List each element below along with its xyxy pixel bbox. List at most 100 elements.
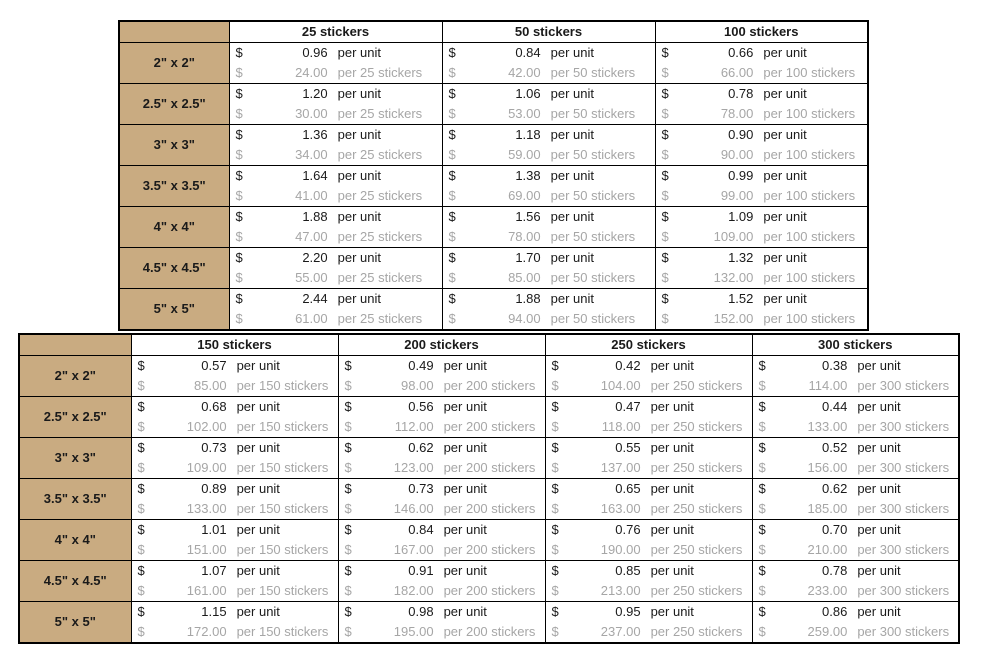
currency-symbol: $ bbox=[344, 480, 352, 496]
total-price-line: $66.00 per 100 stickers bbox=[656, 63, 868, 83]
price-cell: $0.90 per unit $90.00 per 100 stickers bbox=[654, 123, 869, 166]
unit-price-value: 0.47 bbox=[615, 398, 641, 414]
per-unit-price-line: $0.57 per unit bbox=[132, 356, 338, 376]
total-price-line: $109.00 per 150 stickers bbox=[132, 458, 338, 478]
per-unit-label: per unit bbox=[650, 521, 694, 537]
per-unit-price-line: $1.20 per unit bbox=[230, 84, 442, 104]
size-label: 2.5" x 2.5" bbox=[118, 82, 230, 125]
unit-price-value: 0.91 bbox=[408, 562, 434, 578]
per-unit-label: per unit bbox=[650, 603, 694, 619]
currency-symbol: $ bbox=[758, 459, 766, 475]
quantity-header-150-stickers: 150 stickers bbox=[130, 333, 339, 356]
per-unit-price-line: $1.64 per unit bbox=[230, 166, 442, 186]
currency-symbol: $ bbox=[344, 603, 352, 619]
per-quantity-label: per 250 stickers bbox=[650, 582, 743, 598]
per-quantity-label: per 50 stickers bbox=[550, 146, 636, 162]
unit-price-value: 1.64 bbox=[302, 167, 328, 183]
per-unit-label: per unit bbox=[857, 480, 901, 496]
per-quantity-label: per 250 stickers bbox=[650, 623, 743, 639]
currency-symbol: $ bbox=[758, 521, 766, 537]
currency-symbol: $ bbox=[235, 187, 243, 203]
price-cell: $1.07 per unit $161.00 per 150 stickers bbox=[130, 559, 339, 602]
per-unit-label: per unit bbox=[650, 398, 694, 414]
per-unit-price-line: $0.99 per unit bbox=[656, 166, 868, 186]
table-row: 5" x 5" $1.15 per unit $172.00 per 150 stick… bbox=[18, 600, 960, 643]
currency-symbol: $ bbox=[758, 418, 766, 434]
price-cell: $1.20 per unit $30.00 per 25 stickers bbox=[228, 82, 443, 125]
price-cell: $1.56 per unit $78.00 per 50 stickers bbox=[441, 205, 656, 248]
unit-price-value: 0.76 bbox=[615, 521, 641, 537]
per-unit-label: per unit bbox=[337, 85, 381, 101]
per-unit-price-line: $0.84 per unit bbox=[339, 520, 545, 540]
price-cell: $1.38 per unit $69.00 per 50 stickers bbox=[441, 164, 656, 207]
per-unit-label: per unit bbox=[337, 249, 381, 265]
per-unit-label: per unit bbox=[550, 249, 594, 265]
currency-symbol: $ bbox=[551, 623, 559, 639]
total-price-line: $55.00 per 25 stickers bbox=[230, 268, 442, 288]
currency-symbol: $ bbox=[448, 208, 456, 224]
per-unit-price-line: $0.38 per unit bbox=[753, 356, 959, 376]
total-price-line: $94.00 per 50 stickers bbox=[443, 309, 655, 329]
currency-symbol: $ bbox=[235, 146, 243, 162]
quantity-header-50-stickers: 50 stickers bbox=[441, 20, 656, 43]
currency-symbol: $ bbox=[235, 85, 243, 101]
price-cell: $0.57 per unit $85.00 per 150 stickers bbox=[130, 354, 339, 397]
currency-symbol: $ bbox=[551, 398, 559, 414]
price-cell: $0.62 per unit $185.00 per 300 stickers bbox=[751, 477, 960, 520]
unit-price-value: 0.86 bbox=[822, 603, 848, 619]
total-price-line: $30.00 per 25 stickers bbox=[230, 104, 442, 124]
size-label: 5" x 5" bbox=[118, 287, 230, 330]
total-price-line: $237.00 per 250 stickers bbox=[546, 622, 752, 642]
total-price-value: 167.00 bbox=[393, 541, 434, 557]
per-quantity-label: per 100 stickers bbox=[763, 310, 856, 326]
total-price-value: 112.00 bbox=[394, 418, 434, 434]
unit-price-value: 2.20 bbox=[302, 249, 328, 265]
currency-symbol: $ bbox=[235, 167, 243, 183]
currency-symbol: $ bbox=[235, 44, 243, 60]
per-unit-price-line: $0.90 per unit bbox=[656, 125, 868, 145]
total-price-value: 78.00 bbox=[508, 228, 541, 244]
per-unit-price-line: $1.01 per unit bbox=[132, 520, 338, 540]
currency-symbol: $ bbox=[448, 64, 456, 80]
total-price-value: 182.00 bbox=[393, 582, 434, 598]
per-quantity-label: per 25 stickers bbox=[337, 64, 423, 80]
total-price-value: 161.00 bbox=[186, 582, 227, 598]
currency-symbol: $ bbox=[137, 521, 145, 537]
per-unit-label: per unit bbox=[236, 562, 280, 578]
total-price-value: 78.00 bbox=[720, 105, 754, 121]
per-quantity-label: per 150 stickers bbox=[236, 541, 329, 557]
currency-symbol: $ bbox=[235, 269, 243, 285]
currency-symbol: $ bbox=[137, 623, 145, 639]
per-unit-label: per unit bbox=[236, 439, 280, 455]
per-unit-price-line: $0.52 per unit bbox=[753, 438, 959, 458]
total-price-line: $163.00 per 250 stickers bbox=[546, 499, 752, 519]
unit-price-value: 1.32 bbox=[728, 249, 754, 265]
per-unit-price-line: $1.36 per unit bbox=[230, 125, 442, 145]
total-price-line: $152.00 per 100 stickers bbox=[656, 309, 868, 329]
currency-symbol: $ bbox=[137, 398, 145, 414]
total-price-value: 55.00 bbox=[295, 269, 328, 285]
per-unit-price-line: $0.78 per unit bbox=[753, 561, 959, 581]
per-unit-price-line: $0.49 per unit bbox=[339, 356, 545, 376]
price-cell: $1.88 per unit $94.00 per 50 stickers bbox=[441, 287, 656, 330]
per-quantity-label: per 50 stickers bbox=[550, 64, 636, 80]
per-unit-label: per unit bbox=[550, 290, 594, 306]
per-quantity-label: per 250 stickers bbox=[650, 418, 743, 434]
per-unit-label: per unit bbox=[650, 357, 694, 373]
per-unit-label: per unit bbox=[763, 249, 807, 265]
per-quantity-label: per 25 stickers bbox=[337, 105, 423, 121]
unit-price-value: 0.73 bbox=[408, 480, 434, 496]
price-cell: $1.88 per unit $47.00 per 25 stickers bbox=[228, 205, 443, 248]
unit-price-value: 1.38 bbox=[515, 167, 541, 183]
size-label: 2" x 2" bbox=[118, 41, 230, 84]
per-unit-label: per unit bbox=[236, 603, 280, 619]
table-row: 4" x 4" $1.88 per unit $47.00 per 25 sticker… bbox=[118, 205, 869, 248]
per-quantity-label: per 25 stickers bbox=[337, 310, 423, 326]
unit-price-value: 0.57 bbox=[201, 357, 227, 373]
per-quantity-label: per 50 stickers bbox=[550, 187, 636, 203]
per-quantity-label: per 250 stickers bbox=[650, 541, 743, 557]
total-price-value: 233.00 bbox=[807, 582, 848, 598]
per-unit-price-line: $1.56 per unit bbox=[443, 207, 655, 227]
unit-price-value: 0.78 bbox=[822, 562, 848, 578]
quantity-header-25-stickers: 25 stickers bbox=[228, 20, 443, 43]
